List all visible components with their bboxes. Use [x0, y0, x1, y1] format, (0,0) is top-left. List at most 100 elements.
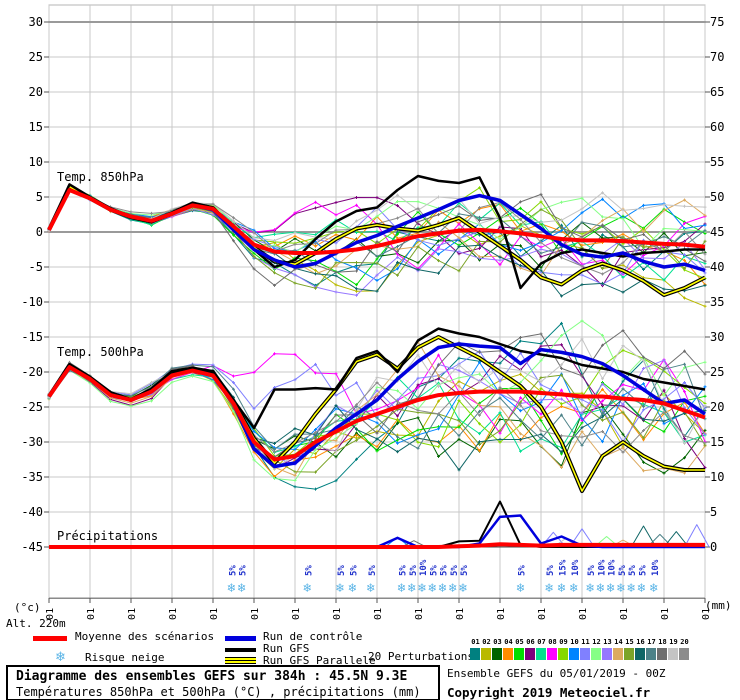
- snow-risk-percent-label: 10%: [651, 559, 661, 576]
- right-axis-tick-label: 50: [710, 190, 724, 204]
- perturbation-number: 19: [669, 638, 678, 646]
- snow-risk-icon: ❄: [626, 581, 635, 596]
- right-axis-tick-label: 70: [710, 50, 724, 64]
- perturbation-color-square: [547, 648, 557, 660]
- snow-risk-icon: ❄: [596, 581, 605, 596]
- x-axis-label: 17/01: [537, 608, 548, 620]
- x-axis-label: 06/01: [86, 608, 97, 620]
- panel-label-precip: Précipitations: [57, 529, 158, 543]
- info-box-title: Diagramme des ensembles GEFS sur 384h : …: [16, 669, 408, 684]
- snow-risk-percent-label: 5%: [349, 565, 359, 576]
- snow-risk-percent-label: 5%: [337, 565, 347, 576]
- left-axis-tick-label: -30: [21, 435, 43, 449]
- snow-risk-icon: ❄: [516, 581, 525, 596]
- perturbation-color-square: [646, 648, 656, 660]
- perturbation-color-square: [679, 648, 689, 660]
- chart-info-box: Diagramme des ensembles GEFS sur 384h : …: [6, 665, 440, 700]
- right-axis-tick-label: 5: [710, 505, 717, 519]
- snow-risk-icon: ❄: [407, 581, 416, 596]
- right-axis-tick-label: 0: [710, 540, 717, 554]
- perturbation-color-square: [657, 648, 667, 660]
- snow-risk-percent-label: 10%: [419, 559, 429, 576]
- perturbation-color-square: [514, 648, 524, 660]
- gfs-line-swatch: [225, 648, 256, 652]
- snow-risk-icon: ❄: [438, 581, 447, 596]
- snow-risk-percent-label: 5%: [518, 565, 528, 576]
- snow-risk-percent-label: 5%: [239, 565, 249, 576]
- x-axis-label: 19/01: [619, 608, 630, 620]
- snow-risk-icon: ❄: [227, 581, 236, 596]
- right-axis-tick-label: 10: [710, 470, 724, 484]
- legend-snow-label: Risque neige: [85, 651, 165, 664]
- run-info-label: Ensemble GEFS du 05/01/2019 - 00Z: [447, 667, 666, 680]
- legend-gfs-label: Run GFS: [263, 642, 310, 655]
- snow-risk-percent-label: 5%: [304, 565, 314, 576]
- perturbation-color-square: [602, 648, 612, 660]
- perturbation-number: 03: [493, 638, 502, 646]
- right-axis-tick-label: 20: [710, 400, 724, 414]
- right-axis-tick-label: 40: [710, 260, 724, 274]
- meteogram-chart: 302520151050-5-10-15-20-25-30-35-40-4575…: [21, 4, 724, 638]
- perturbation-number: 14: [614, 638, 623, 646]
- precip-member-spike: [663, 531, 689, 548]
- left-axis-tick-label: 20: [29, 85, 43, 99]
- perturbation-number: 13: [603, 638, 612, 646]
- t850-mean-line: [47, 188, 706, 255]
- perturbation-number: 17: [647, 638, 656, 646]
- snow-risk-icon: ❄: [427, 581, 436, 596]
- snow-risk-icon: ❄: [448, 581, 457, 596]
- gfs-parallel-line-swatch: [225, 657, 256, 664]
- perturbation-number: 01: [471, 638, 480, 646]
- left-axis-tick-label: 30: [29, 15, 43, 29]
- control-line-swatch: [225, 636, 256, 641]
- snow-risk-percent-label: 5%: [628, 565, 638, 576]
- perturbation-color-square: [613, 648, 623, 660]
- snow-risk-percent-label: 5%: [440, 565, 450, 576]
- snow-risk-percent-label: 5%: [618, 565, 628, 576]
- snow-risk-percent-label: 5%: [460, 565, 470, 576]
- right-axis-tick-label: 60: [710, 120, 724, 134]
- perturbation-color-square: [470, 648, 480, 660]
- copyright-label: Copyright 2019 Meteociel.fr: [447, 685, 651, 700]
- panel-label-850: Temp. 850hPa: [57, 170, 144, 184]
- right-axis-tick-label: 25: [710, 365, 724, 379]
- perturbation-color-square: [668, 648, 678, 660]
- left-axis-unit: (°c): [14, 601, 41, 614]
- left-axis-tick-label: -10: [21, 295, 43, 309]
- snow-risk-icon: ❄: [569, 581, 578, 596]
- x-axis-label: 08/01: [168, 608, 179, 620]
- snow-risk-percent-label: 5%: [638, 565, 648, 576]
- x-axis-label: 18/01: [578, 608, 589, 620]
- snow-risk-icon: ❄: [544, 581, 553, 596]
- perturbation-color-square: [536, 648, 546, 660]
- right-axis-tick-label: 30: [710, 330, 724, 344]
- perturbation-color-square: [503, 648, 513, 660]
- precip-member-spike: [647, 533, 673, 548]
- perturbation-color-strip: 01 02 03 04 05 06 07 08 09 10 11 12 13 14 15 16 17 18 19 20: [470, 638, 692, 662]
- perturbation-number: 12: [592, 638, 601, 646]
- x-axis-label: 16/01: [496, 608, 507, 620]
- snow-risk-percent-label: 10%: [571, 559, 581, 576]
- left-axis-tick-label: -20: [21, 365, 43, 379]
- snow-risk-icon: ❄: [347, 581, 356, 596]
- snow-risk-icon: ❄: [557, 581, 566, 596]
- panel-label-500: Temp. 500hPa: [57, 345, 144, 359]
- perturbation-color-square: [569, 648, 579, 660]
- perturbation-color-square: [492, 648, 502, 660]
- left-axis-tick-label: 5: [36, 190, 43, 204]
- x-axis-label: 12/01: [332, 608, 343, 620]
- left-axis-tick-label: -45: [21, 540, 43, 554]
- snow-risk-percent-label: 5%: [228, 565, 238, 576]
- perturbation-color-square: [580, 648, 590, 660]
- perturbation-number: 09: [559, 638, 568, 646]
- left-axis-tick-label: 10: [29, 155, 43, 169]
- snow-risk-percent-label: 5%: [409, 565, 419, 576]
- perturbation-number: 15: [625, 638, 634, 646]
- left-axis-tick-label: -15: [21, 330, 43, 344]
- snow-risk-icon: ❄: [606, 581, 615, 596]
- snow-risk-percent-label: 5%: [399, 565, 409, 576]
- snow-risk-percent-label: 5%: [429, 565, 439, 576]
- perturbation-number: 06: [526, 638, 535, 646]
- right-axis-tick-label: 75: [710, 15, 724, 29]
